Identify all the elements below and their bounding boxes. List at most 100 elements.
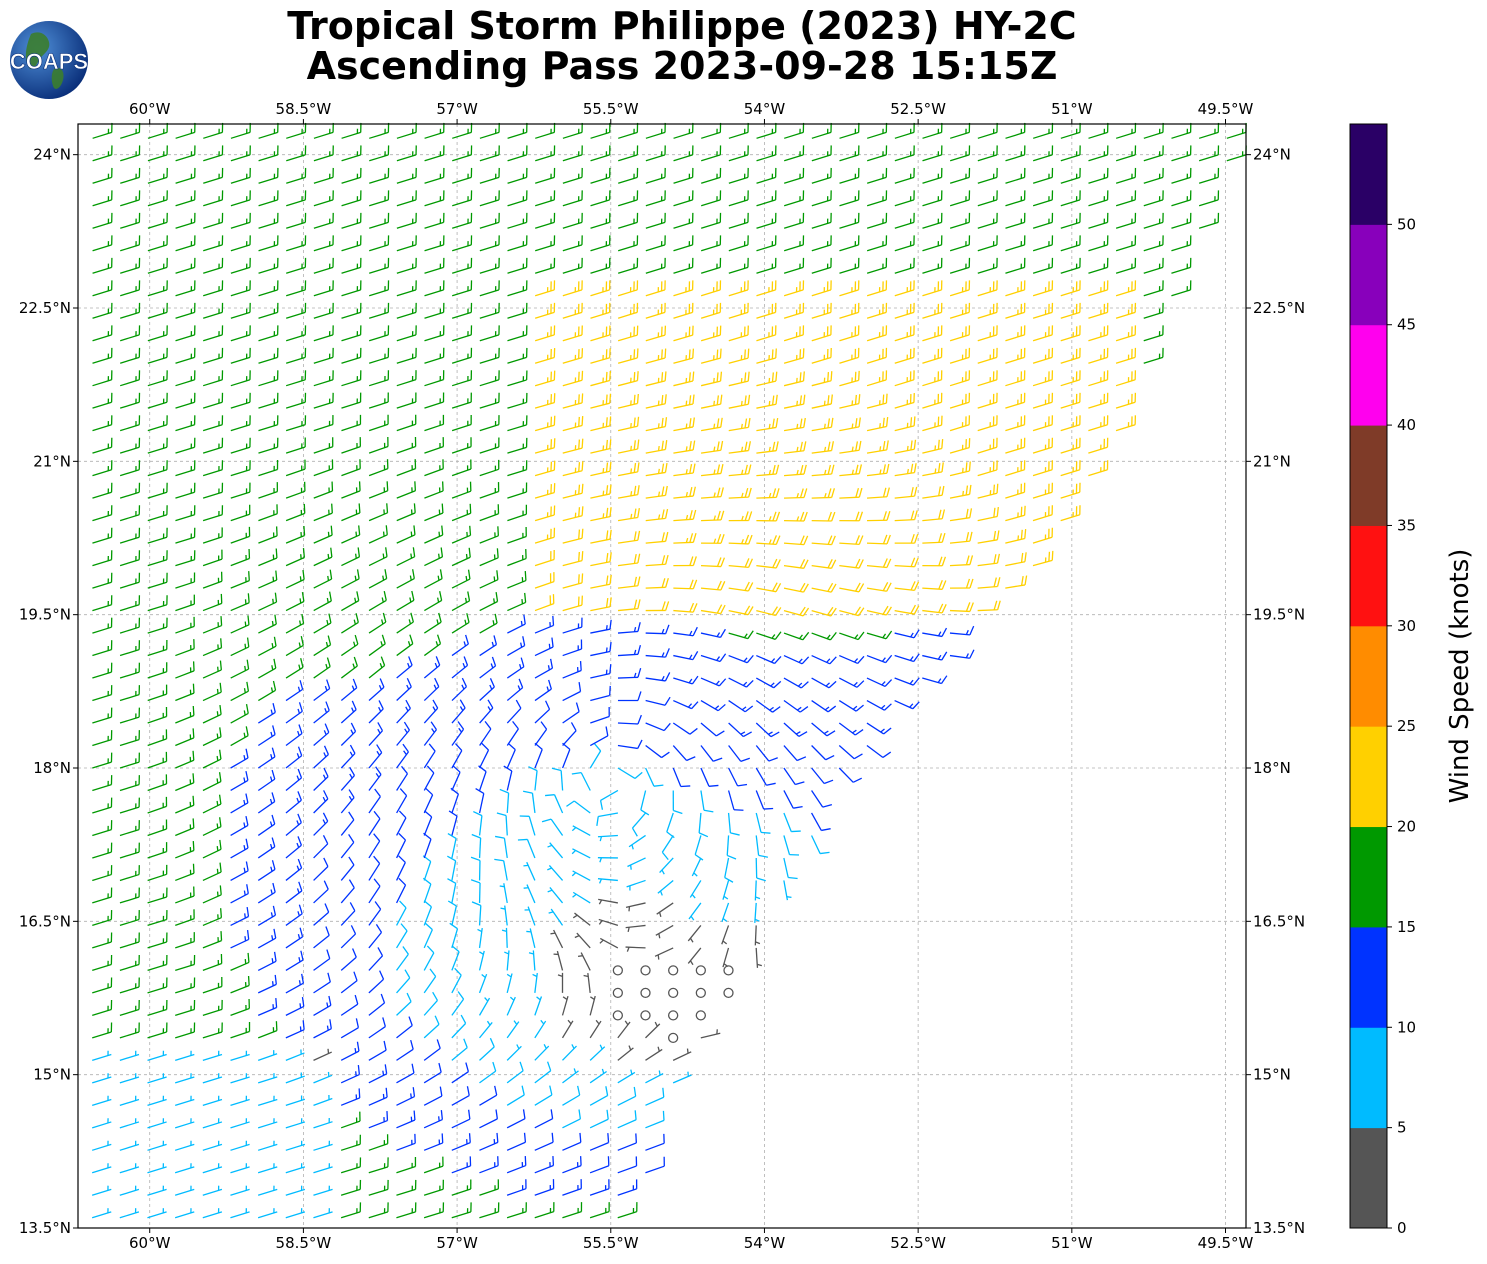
barb-flag	[969, 625, 975, 636]
barb-flag	[322, 835, 329, 845]
wind-barb	[92, 550, 113, 567]
wind-barb	[640, 790, 650, 816]
barb-shaft	[589, 750, 602, 769]
barb-half-flag	[657, 514, 661, 520]
barb-flag	[274, 974, 277, 985]
barb-half-flag	[690, 915, 695, 921]
wind-barb	[977, 437, 998, 454]
barb-flag	[471, 901, 482, 907]
wind-barb	[451, 414, 472, 432]
barb-flag	[914, 533, 919, 544]
barb-shaft	[478, 837, 482, 858]
barb-flag	[663, 722, 671, 731]
wind-barb	[922, 280, 943, 297]
barb-flag	[965, 508, 969, 519]
barb-half-flag	[547, 867, 552, 871]
wind-barb	[175, 280, 196, 297]
wind-barb	[562, 302, 583, 319]
barb-flag	[273, 951, 277, 962]
wind-barb	[92, 999, 113, 1016]
barb-flag	[609, 574, 612, 585]
barb-flag	[412, 1087, 416, 1097]
barb-half-flag	[327, 553, 330, 559]
wind-barb	[783, 631, 810, 641]
wind-barb	[811, 394, 833, 409]
wind-barb	[1005, 505, 1026, 522]
barb-half-flag	[688, 654, 693, 660]
wind-barb	[811, 280, 832, 297]
barb-flag	[271, 814, 276, 825]
wind-barb	[479, 742, 490, 769]
barb-half-flag	[714, 705, 720, 710]
barb-half-flag	[352, 663, 356, 669]
wind-barb	[202, 482, 224, 499]
barb-shaft	[340, 819, 355, 836]
wind-barb	[1060, 257, 1081, 274]
barb-half-flag	[713, 515, 716, 521]
barb-shaft	[451, 1047, 468, 1061]
wind-barb	[949, 415, 971, 432]
barb-flag	[499, 788, 509, 794]
wind-barb	[230, 1073, 250, 1084]
wind-barb	[313, 949, 331, 971]
barb-flag	[633, 485, 637, 496]
wind-barb	[783, 722, 808, 737]
barb-shaft	[617, 1095, 636, 1106]
wind-barb	[1032, 527, 1053, 544]
barb-half-flag	[270, 709, 273, 715]
wind-barb	[447, 878, 457, 904]
barb-shaft	[451, 974, 462, 994]
wind-barb	[92, 797, 113, 814]
wind-barb	[701, 510, 725, 522]
wind-barb	[147, 662, 168, 679]
barb-flag	[605, 597, 609, 608]
wind-barb	[368, 1157, 389, 1174]
wind-barb	[949, 370, 971, 387]
barb-flag	[494, 858, 504, 862]
barb-flag	[720, 581, 726, 591]
barb-flag	[910, 417, 913, 427]
wind-barb	[147, 706, 168, 724]
wind-barb	[728, 745, 750, 762]
barb-flag	[829, 632, 837, 641]
barb-flag	[297, 836, 303, 846]
barb-flag	[605, 439, 608, 450]
wind-barb	[119, 707, 141, 724]
barb-flag	[383, 590, 387, 601]
barb-half-flag	[824, 492, 827, 498]
barb-flag	[579, 660, 582, 671]
wind-barb	[617, 416, 640, 432]
barb-flag	[348, 811, 355, 821]
barb-half-flag	[937, 654, 942, 660]
barb-half-flag	[685, 537, 689, 543]
barb-flag	[830, 607, 837, 617]
barb-half-flag	[271, 935, 274, 941]
barb-flag	[763, 807, 774, 810]
calm-circle	[723, 965, 734, 976]
wind-barb	[728, 605, 754, 616]
wind-barb	[728, 767, 748, 787]
wind-barb	[203, 280, 224, 297]
wind-barb	[1115, 257, 1137, 274]
barb-half-flag	[825, 682, 830, 687]
barb-flag	[410, 1039, 414, 1050]
wind-barb	[673, 394, 695, 409]
wind-barb	[1088, 280, 1109, 297]
wind-barb	[506, 1179, 527, 1196]
barb-flag	[855, 558, 861, 568]
wind-barb	[589, 1202, 610, 1219]
barb-half-flag	[689, 960, 694, 966]
barb-flag	[941, 438, 944, 449]
wind-barb	[396, 832, 407, 859]
wind-barb	[257, 974, 277, 994]
barb-flag	[775, 511, 781, 522]
barb-flag	[460, 1014, 467, 1024]
wind-barb	[286, 280, 307, 297]
calm-circle	[695, 1010, 706, 1021]
wind-barb	[119, 617, 141, 634]
wind-barb	[645, 1046, 663, 1061]
barb-half-flag	[770, 658, 776, 663]
wind-barb	[617, 1202, 638, 1219]
barb-shaft	[589, 1141, 609, 1151]
wind-barb	[811, 582, 837, 593]
